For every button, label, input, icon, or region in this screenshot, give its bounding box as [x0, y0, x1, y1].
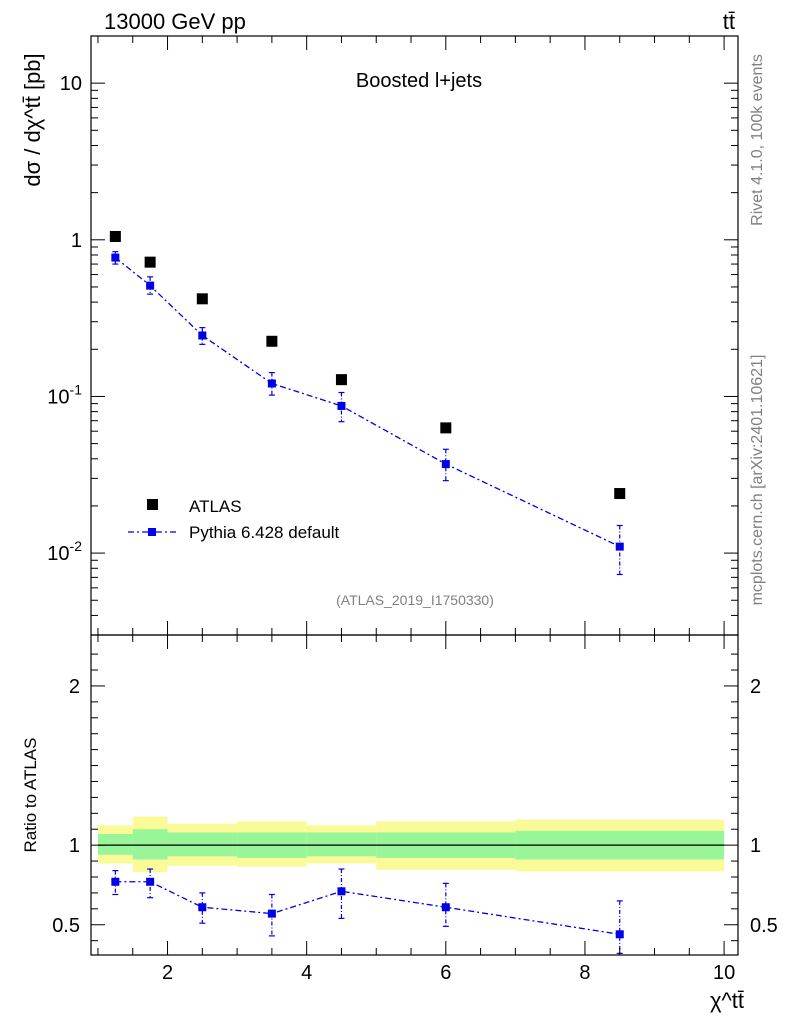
atlas-data-point — [335, 374, 347, 386]
atlas-data-point — [109, 230, 121, 242]
energy-label: 13000 GeV pp — [104, 9, 246, 34]
main-axis-ticks: 10-2 10-1 1 10 — [47, 35, 738, 636]
ratio-inner-band — [306, 832, 377, 857]
ratio-inner-band — [97, 834, 133, 855]
pythia-data-point — [146, 281, 155, 290]
pythia-data-point — [337, 401, 346, 410]
plot-title: Boosted l+jets — [356, 70, 482, 92]
atlas-data-point — [266, 335, 278, 347]
pythia-data-point — [441, 460, 450, 469]
main-y-tick-label: 10 — [60, 73, 82, 95]
mcplots-label: mcplots.cern.ch [arXiv:2401.10621] — [749, 355, 766, 606]
main-y-tick-label: 10-1 — [47, 381, 82, 408]
ratio-data-point — [146, 877, 155, 886]
pythia-data-point — [198, 331, 207, 340]
main-series-layer — [109, 230, 626, 576]
main-panel-frame — [90, 35, 739, 636]
ratio-panel-frame — [90, 634, 739, 956]
ratio-pythia-line — [115, 881, 620, 935]
ratio-y-tick-label: 0.5 — [52, 915, 80, 937]
ratio-y-tick-label: 2 — [69, 676, 80, 698]
x-axis-label: χ^tt̄ — [710, 988, 744, 1013]
atlas-data-point — [440, 422, 452, 434]
process-label: tt̄ — [723, 9, 735, 34]
ratio-inner-band — [132, 829, 168, 860]
main-y-tick-label: 1 — [71, 230, 82, 252]
ratio-data-point — [441, 903, 450, 912]
analysis-label: (ATLAS_2019_I1750330) — [336, 592, 494, 608]
legend: ATLAS Pythia 6.428 default — [128, 497, 340, 542]
x-tick-label: 4 — [301, 962, 312, 984]
pythia-data-point — [111, 253, 120, 262]
ratio-data-point — [111, 877, 120, 886]
ratio-y-tick-label-right: 1 — [750, 835, 761, 857]
ratio-uncertainty-bands — [97, 816, 725, 873]
ratio-series-layer — [111, 868, 624, 955]
ratio-y-tick-label-right: 2 — [750, 676, 761, 698]
rivet-label: Rivet 4.1.0, 100k events — [749, 54, 766, 226]
main-panel — [90, 35, 739, 636]
ratio-y-tick-label-right: 0.5 — [750, 915, 778, 937]
ratio-data-point — [615, 930, 624, 939]
ratio-inner-band — [167, 832, 238, 857]
legend-pythia-marker — [148, 528, 156, 536]
pythia-data-point — [615, 542, 624, 551]
x-tick-label: 10 — [713, 962, 735, 984]
atlas-data-point — [196, 293, 208, 305]
ratio-data-point — [198, 903, 207, 912]
ratio-data-point — [337, 887, 346, 896]
ratio-axis-ticks: 2 4 6 8 10 0.5 0.5 1 1 2 2 — [52, 635, 778, 984]
ratio-y-tick-label: 1 — [69, 835, 80, 857]
ratio-y-axis-label: Ratio to ATLAS — [21, 738, 40, 853]
legend-atlas-marker — [147, 499, 158, 510]
legend-pythia-label: Pythia 6.428 default — [189, 523, 340, 542]
legend-atlas-label: ATLAS — [189, 497, 242, 516]
atlas-data-point — [144, 256, 156, 268]
main-y-tick-label: 10-2 — [47, 538, 82, 565]
ratio-data-point — [267, 909, 276, 918]
x-tick-label: 2 — [162, 962, 173, 984]
x-tick-label: 8 — [579, 962, 590, 984]
main-y-axis-label: dσ / dχ^tt̄ [pb] — [20, 53, 45, 186]
pythia-data-point — [267, 379, 276, 388]
atlas-data-point — [614, 488, 626, 500]
x-tick-label: 6 — [440, 962, 451, 984]
